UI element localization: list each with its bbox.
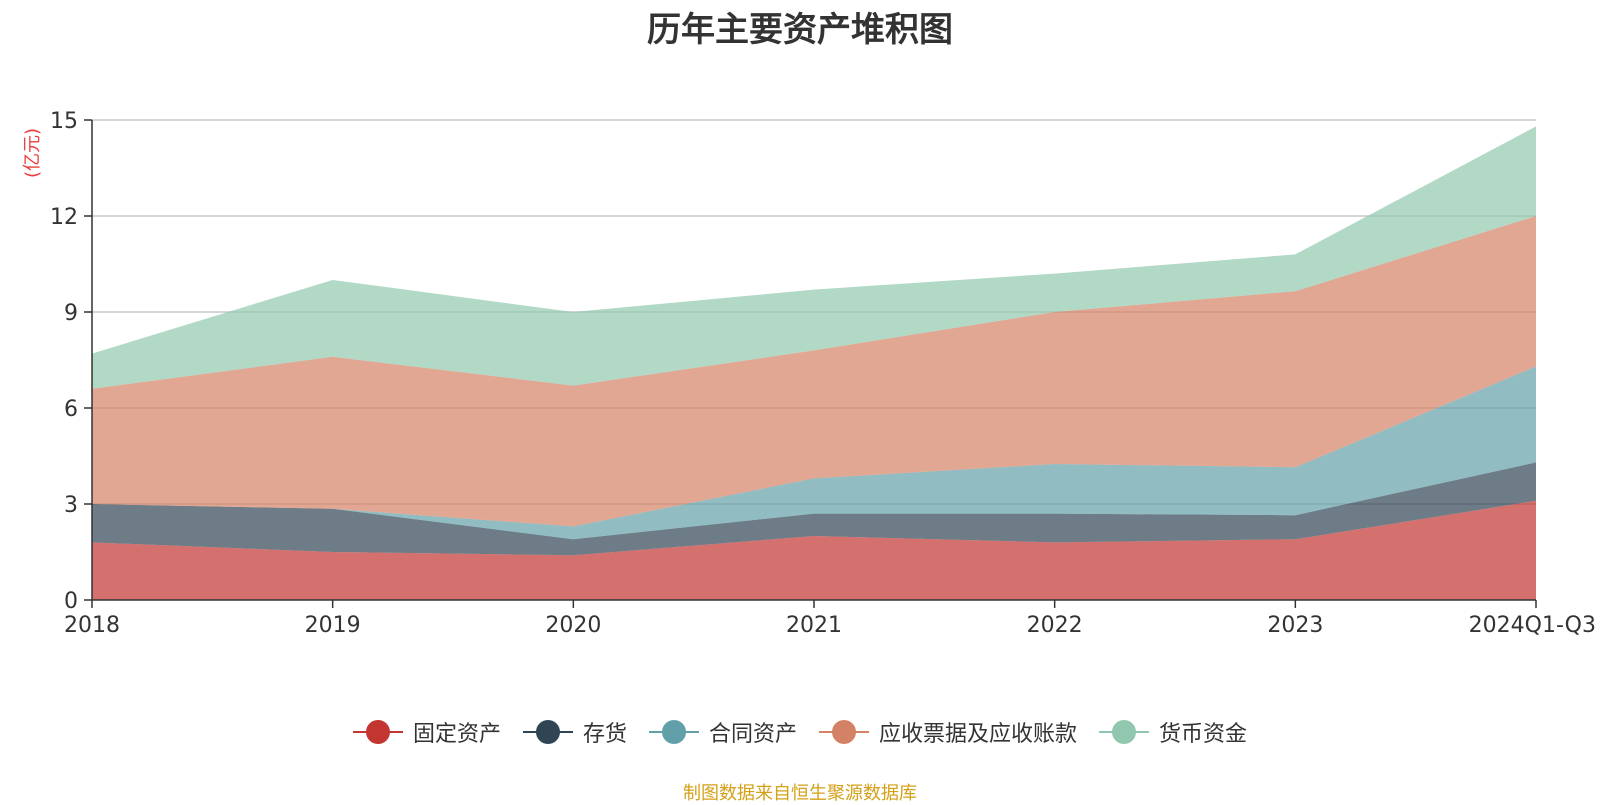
legend-item[interactable]: 固定资产: [353, 716, 501, 748]
x-tick-label: 2018: [64, 613, 120, 638]
y-tick-label: 12: [50, 205, 78, 230]
x-tick-label: 2024Q1-Q3: [1469, 613, 1596, 638]
legend-item[interactable]: 应收票据及应收账款: [819, 716, 1077, 748]
legend-marker-icon: [523, 720, 573, 744]
legend-marker-icon: [649, 720, 699, 744]
legend-marker-icon: [353, 720, 403, 744]
x-tick-label: 2023: [1267, 613, 1323, 638]
y-tick-label: 15: [50, 109, 78, 134]
source-note: 制图数据来自恒生聚源数据库: [0, 779, 1600, 805]
legend-label: 货币资金: [1159, 716, 1247, 748]
legend-label: 应收票据及应收账款: [879, 716, 1077, 748]
legend-label: 固定资产: [413, 716, 501, 748]
legend-label: 合同资产: [709, 716, 797, 748]
x-tick-label: 2020: [545, 613, 601, 638]
x-tick-label: 2019: [305, 613, 361, 638]
x-tick-label: 2022: [1027, 613, 1083, 638]
area-series: [92, 126, 1536, 600]
y-tick-label: 3: [64, 493, 78, 518]
y-tick-label: 0: [64, 589, 78, 614]
legend-item[interactable]: 存货: [523, 716, 627, 748]
legend-marker-icon: [819, 720, 869, 744]
y-tick-label: 6: [64, 397, 78, 422]
legend-label: 存货: [583, 716, 627, 748]
legend-marker-icon: [1099, 720, 1149, 744]
y-tick-label: 9: [64, 301, 78, 326]
legend-item[interactable]: 合同资产: [649, 716, 797, 748]
x-tick-label: 2021: [786, 613, 842, 638]
legend: 固定资产 存货 合同资产 应收票据及应收账款 货币资金: [0, 716, 1600, 748]
legend-item[interactable]: 货币资金: [1099, 716, 1247, 748]
